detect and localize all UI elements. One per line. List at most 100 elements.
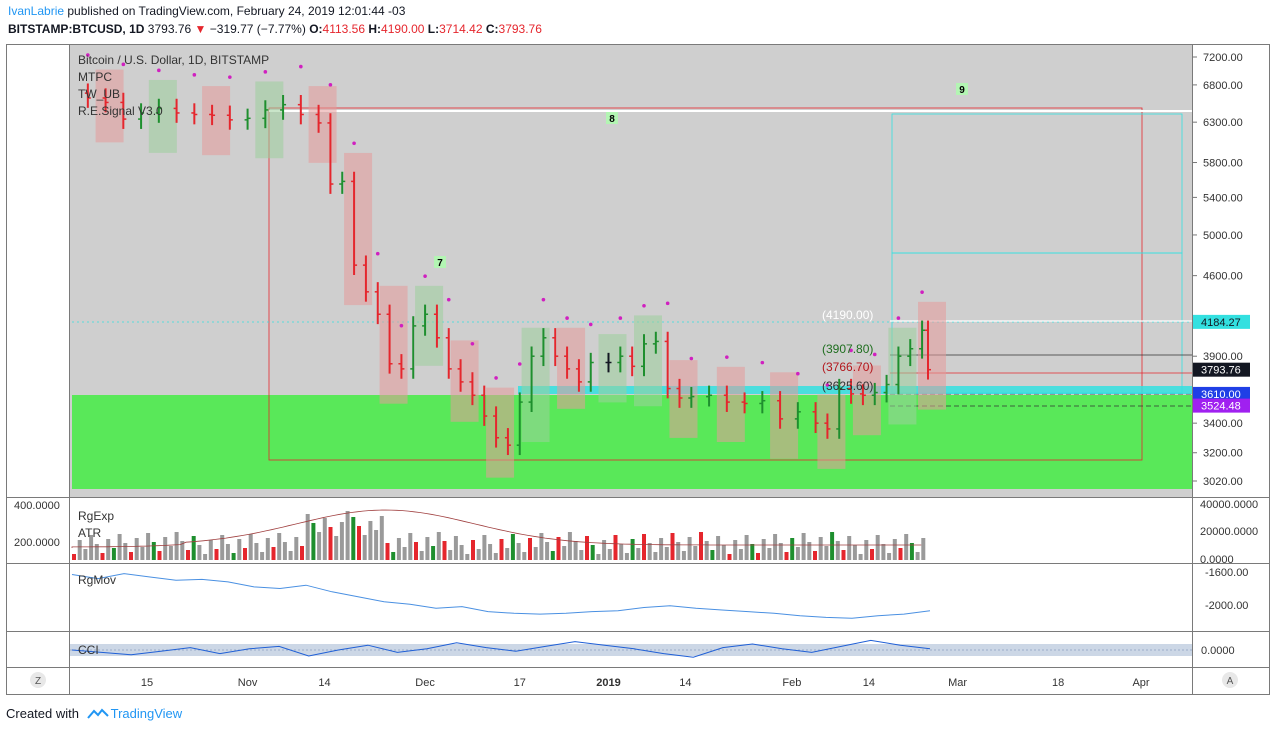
target-box [268,107,1143,461]
volume-bar [573,541,578,560]
volume-bars [72,511,926,560]
volume-bar [476,549,481,560]
volume-bar [488,544,493,560]
auto-scale-button[interactable]: A [1222,672,1238,688]
volume-bar [704,541,709,560]
svg-text:7: 7 [437,258,443,269]
time-tick-label: 14 [863,677,875,689]
price-tick-label: 3020.00 [1203,476,1243,488]
price-tag-label: 4184.27 [1201,317,1241,329]
volume-bar [733,540,738,560]
volume-bar [351,517,356,560]
signal-dot [494,376,498,380]
volume-bar [391,552,396,560]
svg-text:9: 9 [959,85,965,96]
volume-bar [431,546,436,560]
volume-bar [471,540,475,560]
volume-bar [180,541,185,560]
legend-item-mtpc[interactable]: MTPC [78,70,112,84]
cci-tick: 0.0000 [1201,645,1235,657]
time-tick-label: 15 [141,677,153,689]
signal-box [634,315,662,407]
zoom-z-button[interactable]: Z [30,672,46,688]
volume-bar [294,537,299,560]
footer-text: Created with [6,706,79,721]
volume-bar [915,552,920,560]
volume-bar [151,542,156,560]
close-label: C: [485,22,499,36]
candle [641,334,647,377]
high-value: 4190.00 [381,22,425,36]
volume-bar [134,538,139,560]
candle [617,346,624,373]
volume-bar [898,548,903,560]
volume-bar [528,538,532,560]
signal-dot [263,70,268,74]
last-price: 3793.76 [147,22,192,36]
wave-label-8: 8 [606,112,618,125]
author-link[interactable]: IvanLabrie [8,4,65,18]
volume-bar [408,533,413,560]
legend-item-signal[interactable]: R.E.Signal V3.0 [78,104,163,118]
volume-bar [904,534,909,560]
candle [812,402,819,434]
publish-text: published on TradingView.com, February 2… [64,4,406,18]
volume-bar [664,547,669,560]
signal-box [817,394,846,469]
candle [629,346,636,377]
annotation-3907: (3907.80) [822,342,873,356]
volume-bar [545,542,550,560]
candle [84,83,91,108]
signal-dot [920,290,924,294]
volume-bar [77,540,82,560]
volume-bar [830,532,835,560]
candle [676,378,683,408]
volume-bar [921,538,926,560]
price-tag: 3524.48 [1193,398,1250,413]
high-label: H: [368,22,382,36]
signal-dot [825,383,830,387]
tradingview-link[interactable]: TradingView [110,706,183,721]
volume-bar [510,534,515,560]
volume-bar [157,551,162,560]
volume-bar [94,544,99,560]
volume-bar [288,551,293,560]
signal-box [486,387,515,478]
volume-bar [813,551,817,560]
volume-bar [72,554,76,560]
signal-box [716,366,745,443]
volume-bar [260,552,265,560]
signal-dot [760,360,765,365]
volume-bar [630,539,635,560]
legend-item-tw-ub[interactable]: TW_UB [78,87,120,101]
signal-dot [86,53,90,57]
low-label: L: [427,22,440,36]
volume-bar [653,552,658,560]
candles [84,83,931,456]
candle [374,282,381,325]
volume-bar [795,547,800,560]
candle [564,346,571,379]
volume-bar [756,553,760,560]
volume-bar [636,548,641,560]
volume-bar [607,549,612,560]
candle [120,92,127,129]
symbol-label: BITSTAMP:BTCUSD, 1D [8,22,145,36]
rgmov-pane[interactable] [70,564,1192,630]
footer: Created with TradingView [6,706,182,722]
volume-bar [864,540,869,560]
annotation-3766: (3766.70) [822,360,873,374]
volume-bar [374,530,379,560]
candle [102,88,109,113]
volume-bar [750,544,755,560]
time-axis[interactable]: 15 Nov 14 Dec 17 2019 14 Feb 14 Mar 18 Apr [141,677,1150,689]
rgmov-title: RgMov [78,573,116,587]
candle [895,346,902,395]
volume-bar [613,535,618,560]
volume-bar [305,514,310,560]
signal-dot [642,303,646,308]
volume-bar [556,537,561,560]
volume-pane-sub: ATR [78,526,101,540]
volume-bar [482,535,487,560]
